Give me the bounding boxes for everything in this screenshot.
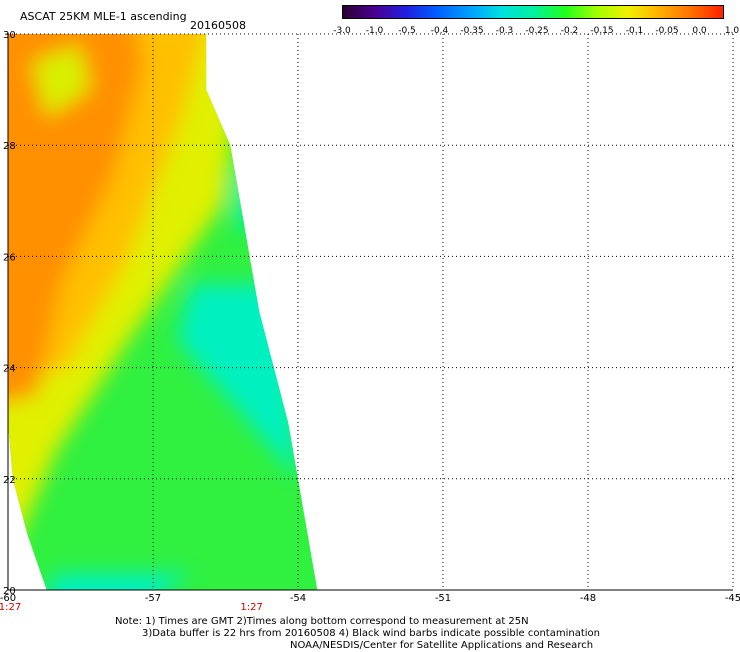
region-south-strip [32,573,192,590]
colorbar-label: 0.0 [692,26,707,36]
colorbar-label: -0.25 [525,26,549,36]
colorbar-labels: -3.0 -1.0 -0.5 -0.4 -0.35 -0.3 -0.25 -0.2 -0.15 -… [330,26,739,38]
y-tick-label: 28 [3,141,16,152]
y-tick-label: 22 [3,475,16,486]
swath-regions [8,34,298,590]
x-tick-label: -48 [580,593,596,604]
colorbar-label: -0.4 [430,26,449,36]
y-tick-label: 30 [3,30,16,41]
x-tick-label: -60 [0,593,16,604]
colorbar-label: 1.0 [724,26,740,36]
note-line-3: NOAA/NESDIS/Center for Satellite Applica… [290,640,594,651]
note-line-2: 3)Data buffer is 22 hrs from 20160508 4)… [142,628,600,639]
note-line-1: Note: 1) Times are GMT 2)Times along bot… [115,616,529,627]
y-tick-label: 20 [3,586,16,597]
colorbar-label: -0.35 [460,26,484,36]
colorbar-label: -1.0 [365,26,384,36]
y-tick-label: 26 [3,252,16,263]
colorbar-label: -0.2 [560,26,579,36]
x-tick-label: -51 [435,593,451,604]
chart-title: ASCAT 25KM MLE-1 ascending [20,10,187,23]
region-northwest [8,34,144,413]
colorbar-label: -0.05 [655,26,679,36]
time-label: 1:27 [0,602,21,613]
region-nw-patch [32,45,91,118]
colorbar [342,5,724,19]
time-label: 1:27 [240,602,262,613]
colorbar-label: -0.3 [495,26,514,36]
colorbar-label: -0.1 [625,26,644,36]
colorbar-label: -0.15 [590,26,614,36]
footer-notes: Note: 1) Times are GMT 2)Times along bot… [115,616,600,652]
region-east-patch [235,173,265,229]
colorbar-label: -0.5 [398,26,416,36]
y-tick-label: 24 [3,364,16,375]
x-tick-label: -57 [145,593,161,604]
chart-date: 20160508 [190,19,246,32]
colorbar-label: -3.0 [333,26,351,36]
x-tick-label: -45 [725,593,740,604]
x-tick-label: -54 [290,593,306,604]
